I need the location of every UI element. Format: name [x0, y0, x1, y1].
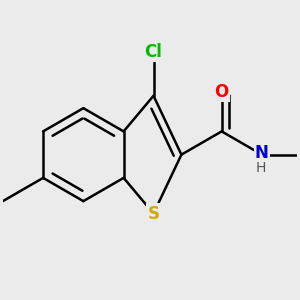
- Text: O: O: [214, 83, 229, 101]
- Text: Cl: Cl: [145, 43, 162, 61]
- Text: H: H: [255, 161, 266, 175]
- Text: N: N: [255, 144, 269, 162]
- Text: S: S: [148, 205, 160, 223]
